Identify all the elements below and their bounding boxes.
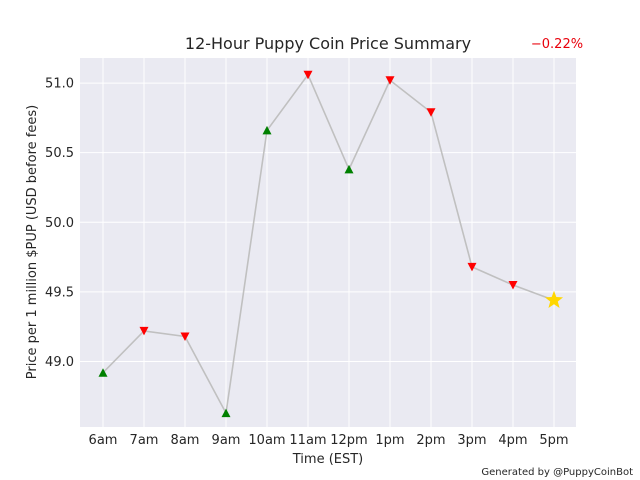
credit-text: Generated by @PuppyCoinBot [481, 467, 633, 478]
x-tick-label: 1pm [375, 433, 404, 448]
down-marker [508, 280, 518, 290]
current-price-star-marker [544, 290, 564, 308]
x-tick-label: 2pm [416, 433, 445, 448]
x-ticks: 6am 7am 8am 9am 10am 11am 12pm 1pm 2pm 3pm 4pm 5pm [89, 433, 569, 448]
up-marker [221, 408, 231, 418]
price-line [102, 73, 555, 416]
x-tick-label: 4pm [498, 433, 527, 448]
y-tick-label: 50.0 [45, 216, 74, 231]
x-tick-label: 9am [212, 433, 241, 448]
y-ticks: 49.0 49.5 50.0 50.5 51.0 [45, 77, 74, 370]
down-marker [139, 326, 149, 336]
x-tick-label: 3pm [457, 433, 486, 448]
x-tick-label: 11am [289, 433, 326, 448]
x-tick-label: 12pm [330, 433, 367, 448]
down-marker [180, 332, 190, 341]
y-tick-label: 50.5 [45, 146, 74, 161]
down-marker [385, 76, 395, 85]
down-marker [303, 70, 313, 80]
y-tick-label: 49.0 [45, 355, 74, 370]
price-series-line [102, 73, 555, 416]
chart-title: 12-Hour Puppy Coin Price Summary [185, 34, 471, 53]
x-tick-label: 5pm [539, 433, 568, 448]
y-tick-label: 51.0 [45, 77, 74, 92]
plot-background [80, 58, 576, 427]
price-markers [98, 70, 564, 418]
x-tick-label: 8am [171, 433, 200, 448]
price-change-label: −0.22% [531, 37, 583, 52]
y-tick-label: 49.5 [45, 285, 74, 300]
x-tick-label: 7am [130, 433, 159, 448]
y-axis-label: Price per 1 million $PUP (USD before fee… [25, 105, 40, 379]
x-tick-label: 10am [248, 433, 285, 448]
x-tick-label: 6am [89, 433, 118, 448]
grid [80, 58, 576, 427]
x-axis-label: Time (EST) [292, 452, 364, 467]
down-marker [426, 108, 436, 117]
down-marker [467, 262, 477, 272]
up-marker [262, 125, 272, 135]
up-marker [98, 368, 108, 377]
up-marker [344, 164, 354, 174]
